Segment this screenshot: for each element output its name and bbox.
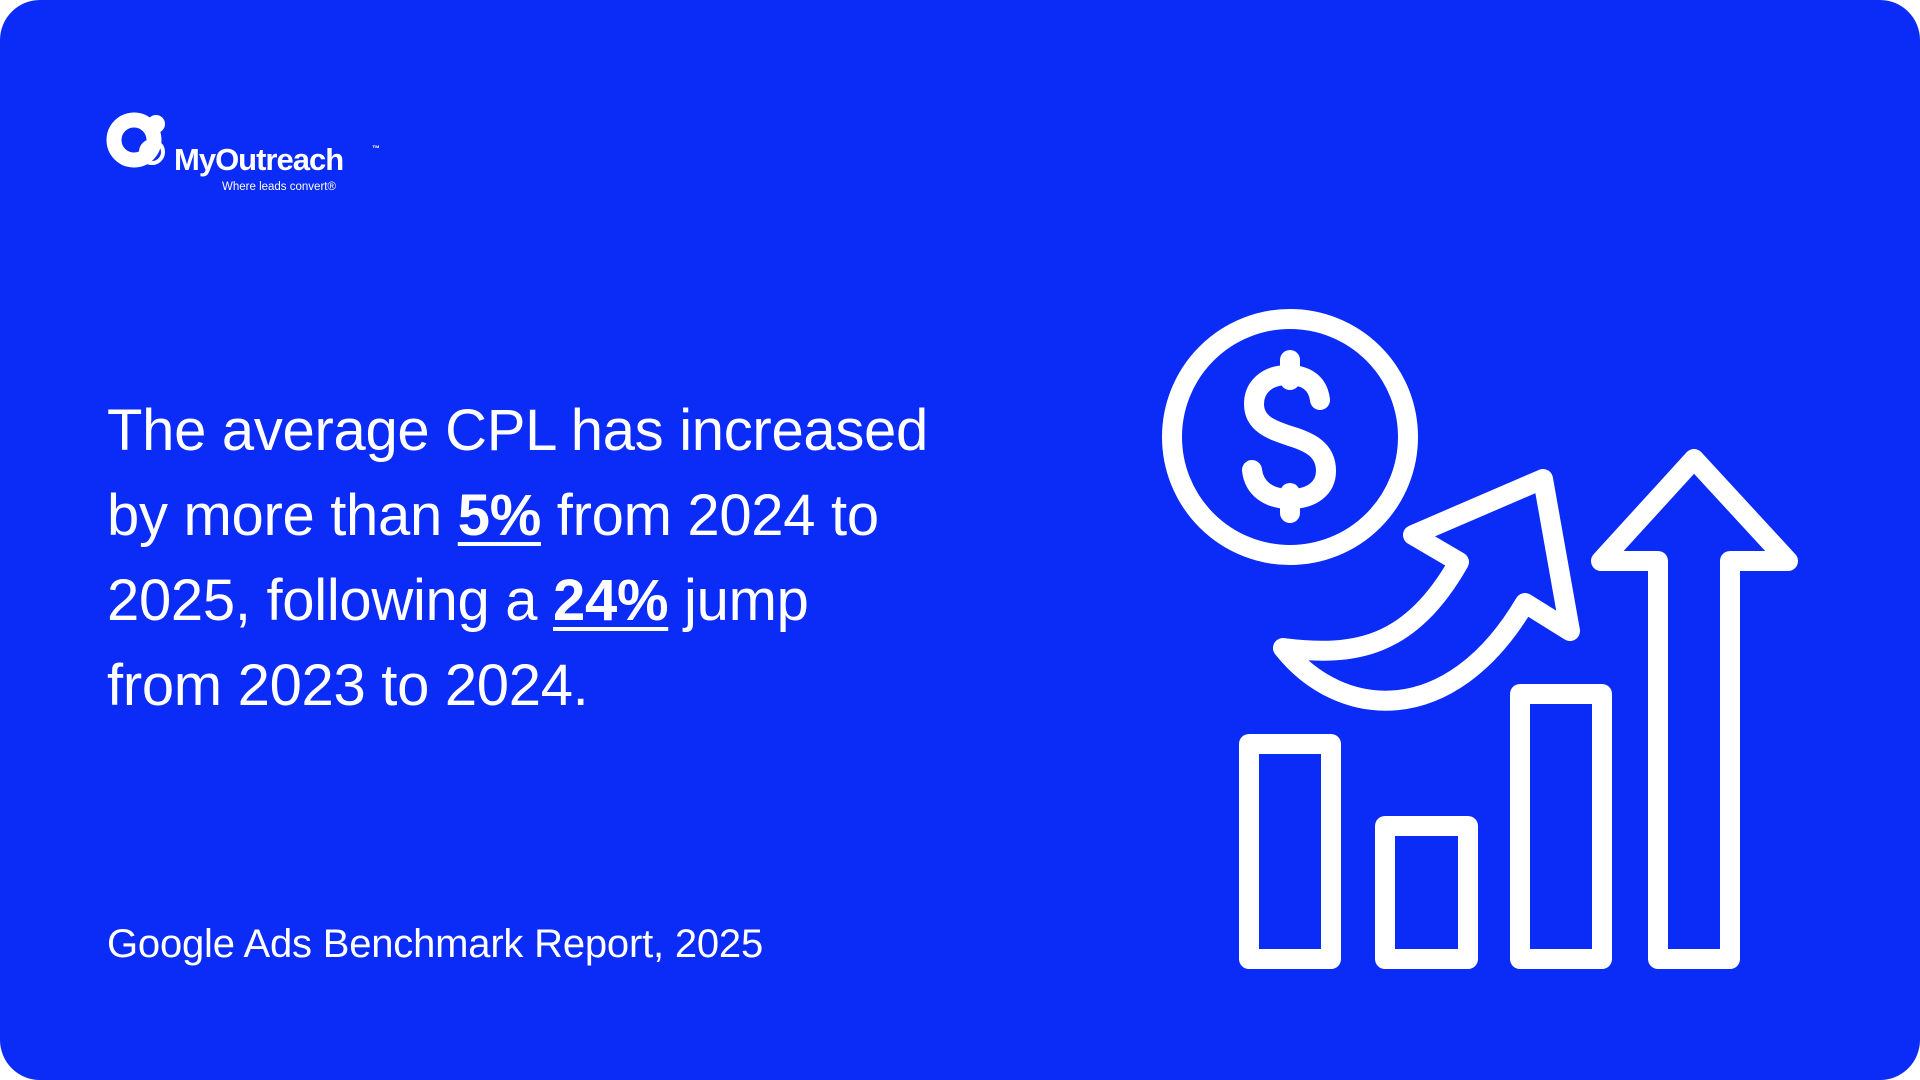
bar-chart-icon <box>1239 684 1612 969</box>
statement-line-2-post: from 2024 to <box>540 483 879 548</box>
statement-line-3-pre: 2025, following a <box>107 568 554 633</box>
statement-line-1: The average CPL has increased <box>107 398 928 463</box>
brand-logo-mark-icon <box>106 112 165 168</box>
up-arrow-icon <box>1591 449 1798 969</box>
curved-up-arrow-icon <box>1273 469 1580 711</box>
source-citation: Google Ads Benchmark Report, 2025 <box>107 922 764 966</box>
highlight-24-percent: 24% <box>553 568 669 633</box>
brand-logo: MyOutreach ™ Where leads convert® <box>106 108 406 198</box>
brand-name: MyOutreach <box>174 142 344 177</box>
brand-tagline: Where leads convert® <box>222 181 336 193</box>
statement-line-2-pre: by more than <box>107 483 458 548</box>
statement-line-2: by more than 5% from 2024 to <box>107 473 1007 558</box>
statement-line-3: 2025, following a 24% jump <box>107 558 1007 643</box>
brand-trademark: ™ <box>372 144 380 153</box>
statement-line-4: from 2023 to 2024. <box>107 653 589 718</box>
headline-statement: The average CPL has increased by more th… <box>107 388 1007 728</box>
statement-line-3-post: jump <box>668 568 809 633</box>
growth-illustration <box>1150 300 1810 990</box>
highlight-5-percent: 5% <box>457 483 542 548</box>
dollar-coin-icon <box>1162 309 1418 565</box>
